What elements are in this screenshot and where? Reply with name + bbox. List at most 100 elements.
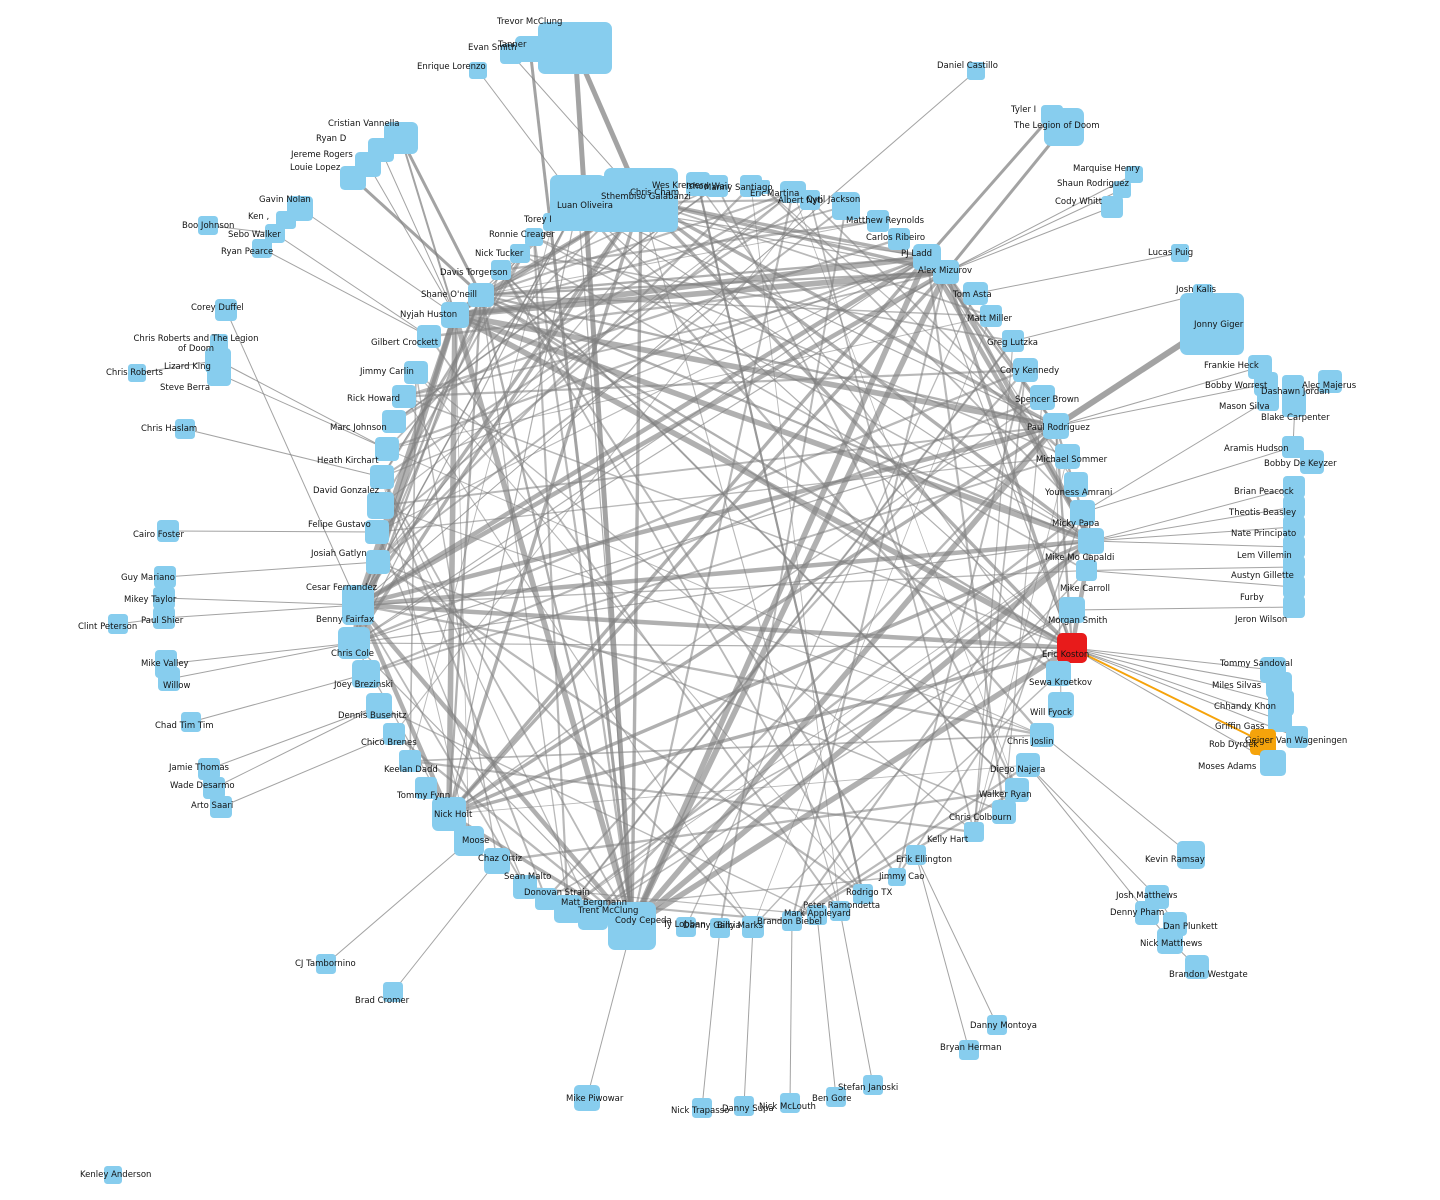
graph-node[interactable] [853, 884, 873, 904]
graph-node[interactable] [210, 334, 228, 352]
graph-node[interactable] [906, 845, 926, 865]
graph-node[interactable] [500, 44, 522, 64]
graph-node[interactable] [510, 244, 530, 263]
graph-node[interactable] [1005, 778, 1029, 802]
graph-node[interactable] [441, 302, 469, 328]
graph-node[interactable] [1078, 528, 1104, 554]
graph-node[interactable] [1283, 596, 1305, 618]
graph-node[interactable] [554, 895, 582, 923]
graph-node[interactable] [265, 224, 285, 243]
graph-node[interactable] [1064, 472, 1088, 497]
graph-node[interactable] [1318, 370, 1342, 393]
graph-node[interactable] [154, 566, 176, 588]
graph-node[interactable] [1055, 444, 1080, 469]
graph-node[interactable] [484, 848, 510, 874]
graph-node[interactable] [432, 797, 466, 831]
graph-node[interactable] [706, 175, 728, 197]
graph-node[interactable] [203, 777, 225, 799]
graph-node[interactable] [468, 283, 494, 307]
graph-node[interactable] [365, 520, 389, 544]
graph-node[interactable] [1283, 496, 1305, 518]
graph-node[interactable] [128, 364, 146, 382]
graph-node[interactable] [538, 22, 612, 74]
graph-node[interactable] [158, 667, 180, 691]
graph-node[interactable] [198, 758, 220, 780]
graph-node[interactable] [964, 822, 984, 842]
graph-node[interactable] [963, 282, 988, 305]
graph-node[interactable] [1177, 841, 1205, 869]
graph-node[interactable] [513, 875, 537, 899]
graph-node[interactable] [933, 260, 959, 284]
graph-node[interactable] [153, 587, 175, 609]
graph-node[interactable] [1283, 516, 1305, 538]
graph-node[interactable] [676, 917, 696, 937]
graph-node[interactable] [756, 180, 770, 194]
graph-node[interactable] [1057, 633, 1087, 663]
graph-node[interactable] [198, 216, 218, 235]
graph-node[interactable] [1260, 750, 1286, 776]
graph-node[interactable] [1070, 500, 1095, 525]
graph-node[interactable] [1171, 244, 1189, 262]
graph-node[interactable] [338, 627, 370, 659]
graph-node[interactable] [807, 905, 827, 925]
graph-node[interactable] [1043, 413, 1069, 439]
graph-node[interactable] [863, 1075, 883, 1095]
graph-node[interactable] [1002, 330, 1024, 352]
graph-node[interactable] [252, 239, 272, 258]
graph-node[interactable] [491, 260, 511, 280]
graph-node[interactable] [574, 1085, 600, 1111]
graph-node[interactable] [404, 361, 428, 384]
graph-node[interactable] [383, 982, 403, 1002]
graph-node[interactable] [826, 1087, 846, 1107]
graph-node[interactable] [830, 901, 850, 921]
graph-node[interactable] [780, 1093, 800, 1113]
graph-node[interactable] [342, 585, 374, 625]
graph-node[interactable] [734, 1096, 754, 1116]
graph-node[interactable] [888, 868, 906, 886]
graph-node[interactable] [366, 693, 392, 719]
graph-node[interactable] [1283, 576, 1305, 598]
graph-node[interactable] [415, 777, 437, 799]
graph-node[interactable] [1284, 390, 1306, 416]
graph-node[interactable] [888, 228, 910, 250]
graph-node[interactable] [1283, 476, 1305, 498]
graph-node[interactable] [742, 916, 764, 938]
graph-node[interactable] [340, 166, 366, 190]
graph-node[interactable] [578, 900, 608, 930]
graph-node[interactable] [1257, 389, 1279, 411]
graph-node[interactable] [1059, 597, 1085, 623]
graph-node[interactable] [108, 614, 128, 634]
graph-node[interactable] [959, 1040, 979, 1060]
graph-node[interactable] [1016, 753, 1040, 777]
graph-node[interactable] [153, 607, 175, 629]
graph-node[interactable] [1048, 692, 1074, 718]
graph-node[interactable] [1046, 661, 1071, 686]
graph-node[interactable] [543, 213, 563, 231]
graph-node[interactable] [375, 437, 399, 461]
graph-node[interactable] [692, 1098, 712, 1118]
graph-node[interactable] [1030, 723, 1054, 747]
graph-node[interactable] [1013, 358, 1038, 382]
graph-node[interactable] [181, 712, 201, 732]
graph-node[interactable] [215, 299, 237, 321]
graph-node[interactable] [1282, 436, 1304, 458]
graph-node[interactable] [392, 385, 416, 408]
graph-node[interactable] [1113, 181, 1131, 198]
graph-node[interactable] [832, 192, 860, 220]
graph-node[interactable] [1135, 901, 1159, 925]
graph-node[interactable] [1044, 108, 1084, 146]
graph-node[interactable] [710, 918, 730, 938]
graph-node[interactable] [1180, 293, 1244, 355]
graph-node[interactable] [382, 410, 406, 433]
graph-node[interactable] [210, 796, 232, 818]
graph-node[interactable] [316, 954, 336, 974]
graph-node[interactable] [469, 62, 487, 79]
graph-node[interactable] [1283, 556, 1305, 578]
graph-node[interactable] [366, 550, 390, 574]
graph-node[interactable] [383, 723, 405, 745]
graph-node[interactable] [352, 660, 380, 688]
graph-node[interactable] [1125, 166, 1143, 183]
graph-node[interactable] [1283, 536, 1305, 558]
graph-node[interactable] [608, 902, 656, 950]
